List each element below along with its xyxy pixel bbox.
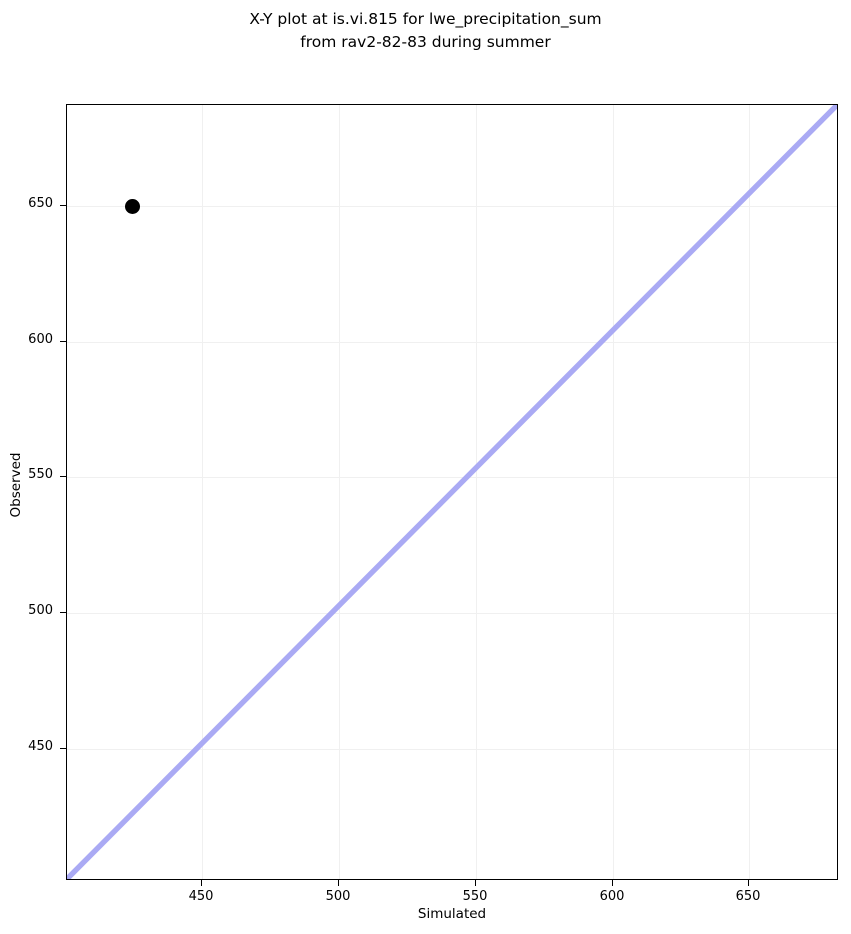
ticklabel-y-650: 650: [28, 196, 53, 211]
gridline-x-550: [476, 105, 478, 879]
ticklabel-y-450: 450: [28, 739, 53, 754]
tick-x-550: [475, 880, 477, 886]
gridline-y-600: [67, 342, 837, 344]
gridline-x-600: [613, 105, 615, 879]
ticklabel-x-600: 600: [599, 889, 625, 904]
tick-y-450: [60, 748, 66, 750]
tick-y-650: [60, 205, 66, 207]
tick-x-500: [338, 880, 340, 886]
plot-area: [66, 104, 838, 880]
gridline-y-550: [67, 477, 837, 479]
gridline-y-500: [67, 613, 837, 615]
tick-y-500: [60, 612, 66, 614]
x-axis-label: Simulated: [417, 906, 487, 922]
tick-y-600: [60, 341, 66, 343]
tick-y-550: [60, 476, 66, 478]
one-to-one-reference-line: [67, 105, 837, 879]
data-point[interactable]: [124, 198, 140, 214]
ticklabel-y-550: 550: [28, 467, 53, 482]
gridline-x-650: [749, 105, 751, 879]
tick-x-650: [748, 880, 750, 886]
ticklabel-y-600: 600: [28, 332, 53, 347]
gridline-y-650: [67, 206, 837, 208]
ticklabel-x-550: 550: [462, 889, 488, 904]
ticklabel-y-500: 500: [28, 603, 53, 618]
gridline-y-450: [67, 749, 837, 751]
gridline-x-450: [202, 105, 204, 879]
tick-x-450: [201, 880, 203, 886]
y-axis-label: Observed: [8, 452, 24, 518]
gridline-x-500: [339, 105, 341, 879]
chart-title: X-Y plot at is.vi.815 for lwe_precipitat…: [249, 10, 602, 51]
ticklabel-x-650: 650: [735, 889, 761, 904]
tick-x-600: [612, 880, 614, 886]
ticklabel-x-450: 450: [188, 889, 214, 904]
ticklabel-x-500: 500: [325, 889, 351, 904]
